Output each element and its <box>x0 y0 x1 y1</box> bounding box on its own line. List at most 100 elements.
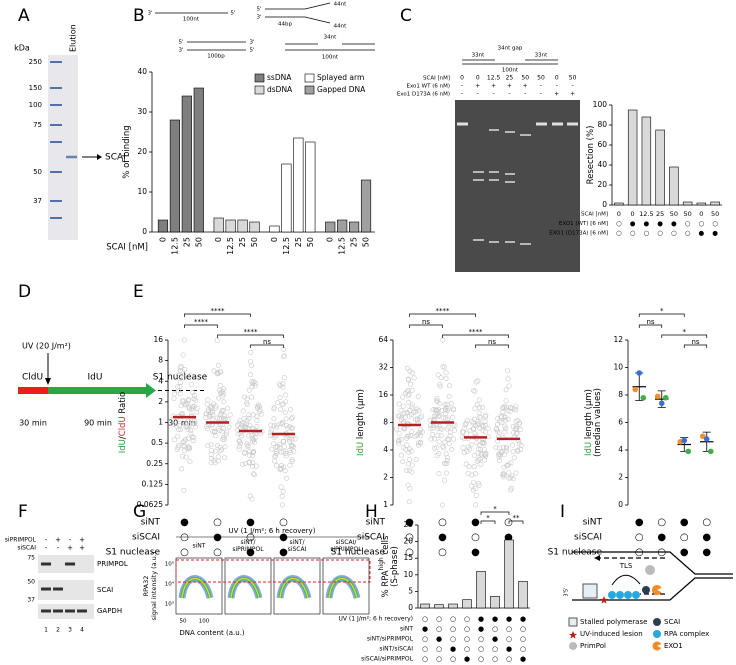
gel-cell: - <box>477 91 479 98</box>
replicate-dot <box>681 437 688 444</box>
x-tick-label: 12.5 <box>338 237 347 255</box>
distribution-dot <box>244 418 250 424</box>
uv-arrow-head <box>45 378 51 385</box>
row-cell: ○ <box>712 220 718 228</box>
distribution-dot <box>205 443 211 449</box>
distribution-dot <box>406 449 412 455</box>
gel-cell: 0 <box>476 75 480 82</box>
significance-bracket <box>480 511 510 515</box>
distribution-dot <box>225 405 231 411</box>
distribution-dot <box>404 389 410 395</box>
distribution-dot <box>402 414 408 420</box>
distribution-dot <box>257 409 263 415</box>
row-cell: 50 <box>711 210 719 218</box>
strand-ends: 3'5' <box>564 587 570 596</box>
distribution-dot <box>473 492 479 498</box>
distribution-dot <box>502 415 508 421</box>
distribution-dot <box>247 358 253 364</box>
row-cell: ○ <box>438 547 447 558</box>
y-tick-label: 6 <box>618 418 623 427</box>
distribution-dot <box>399 414 405 420</box>
y-tick-label: 0.0625 <box>137 500 163 509</box>
row-cell: ● <box>635 517 644 528</box>
distribution-dot <box>177 383 183 389</box>
cell: + <box>79 544 85 552</box>
distribution-dot <box>407 485 413 491</box>
distribution-dot <box>503 426 509 432</box>
row-cell: ○ <box>520 625 526 633</box>
row-label: siNT/siSCAI <box>379 646 413 653</box>
distribution-dot <box>254 424 260 430</box>
row-cell: ○ <box>520 645 526 653</box>
distribution-dot <box>276 442 282 448</box>
row-label: S1 nuclease <box>331 548 386 558</box>
distribution-dot <box>469 472 475 478</box>
distribution-dot <box>248 363 254 369</box>
row-cell: ● <box>464 655 470 663</box>
significance-label: * <box>660 307 664 315</box>
distribution-dot <box>419 429 425 435</box>
distribution-dot <box>417 415 423 421</box>
y-axis-label-part: / <box>118 436 128 439</box>
distribution-dot <box>396 437 402 443</box>
bar <box>157 219 169 233</box>
gel-cell: - <box>556 83 558 90</box>
bar <box>504 539 514 609</box>
g-xtick: 100 <box>199 619 210 625</box>
x-tick-label: 25 <box>350 237 359 247</box>
distribution-dot <box>513 425 519 431</box>
distribution-dot <box>205 425 211 431</box>
distribution-dot <box>207 412 213 418</box>
distribution-dot <box>475 450 481 456</box>
row-cell: ○ <box>506 625 512 633</box>
row-cell: ● <box>436 635 442 643</box>
flow-frame <box>175 557 223 615</box>
row-cell: ● <box>702 532 711 543</box>
distribution-dot <box>441 477 447 483</box>
distribution-dot <box>268 422 274 428</box>
row-cell: ○ <box>422 655 428 663</box>
distribution-dot <box>209 416 215 422</box>
distribution-dot <box>480 423 486 429</box>
distribution-dot <box>403 468 409 474</box>
row-cell: ● <box>680 547 689 558</box>
distribution-dot <box>249 384 255 390</box>
x-tick-label: 25 <box>182 237 191 247</box>
distribution-dot <box>443 407 449 413</box>
dna-scheme-c <box>462 59 558 65</box>
distribution-dot <box>278 420 284 426</box>
row-label: siNT <box>366 518 386 528</box>
row-cell: 50 <box>683 210 691 218</box>
arrow-head <box>97 154 102 160</box>
distribution-dot <box>272 454 278 460</box>
row-cell: ○ <box>180 547 189 558</box>
distribution-dot <box>471 487 477 493</box>
distribution-dot <box>405 388 411 394</box>
ladder <box>50 61 62 219</box>
row-cell: ○ <box>279 517 288 528</box>
gel-cell: - <box>540 83 542 90</box>
y-tick-label: 1 <box>158 418 163 427</box>
distribution-dot <box>477 425 483 431</box>
significance-label: ns <box>691 338 699 346</box>
scheme-label: 33nt <box>535 53 548 59</box>
g-ylabel: RPA32 <box>142 576 150 597</box>
row-label: siPRIMPOL <box>5 537 37 544</box>
distribution-dot <box>221 437 227 443</box>
time-label: 90 min <box>84 419 112 428</box>
bar <box>269 225 280 233</box>
row-label: SCAI [nM] <box>581 212 608 218</box>
row-cell: ● <box>213 532 222 543</box>
size-label: 37 <box>27 597 35 604</box>
distribution-dot <box>445 436 451 442</box>
distribution-dot <box>212 428 218 434</box>
distribution-dot <box>494 421 500 427</box>
distribution-dot <box>180 439 186 445</box>
x-tick-label: 12.5 <box>170 237 179 255</box>
distribution-dot <box>179 466 185 472</box>
row-cell: ○ <box>436 615 442 623</box>
distribution-dot <box>471 387 477 393</box>
distribution-dot <box>278 465 284 471</box>
gel-cell: - <box>461 83 463 90</box>
distribution-dot <box>183 424 189 430</box>
